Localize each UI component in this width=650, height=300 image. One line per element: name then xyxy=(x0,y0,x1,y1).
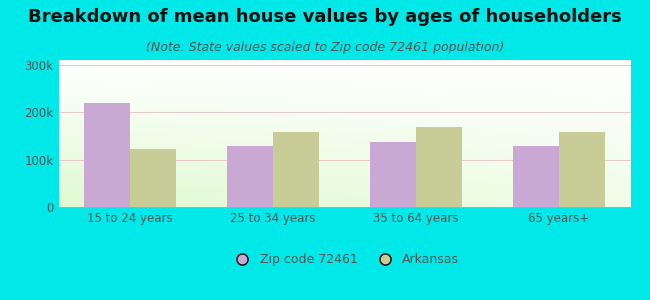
Bar xyxy=(227,146,273,207)
Text: (Note: State values scaled to Zip code 72461 population): (Note: State values scaled to Zip code 7… xyxy=(146,40,504,53)
Bar xyxy=(370,142,416,207)
Bar xyxy=(130,149,176,207)
Bar xyxy=(84,103,130,207)
Legend: Zip code 72461, Arkansas: Zip code 72461, Arkansas xyxy=(225,248,464,271)
Bar xyxy=(416,127,462,207)
Text: Breakdown of mean house values by ages of householders: Breakdown of mean house values by ages o… xyxy=(28,8,622,26)
Bar xyxy=(273,132,318,207)
Bar xyxy=(514,146,559,207)
Bar xyxy=(559,132,604,207)
